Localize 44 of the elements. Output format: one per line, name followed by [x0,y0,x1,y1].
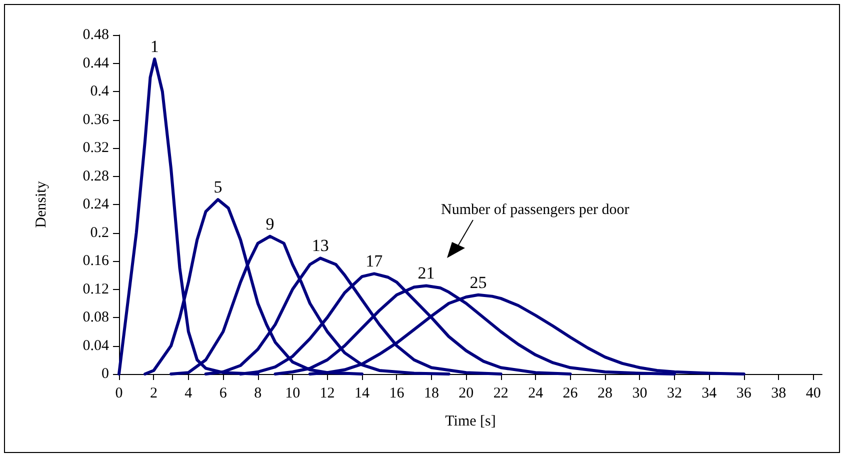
series-label: 9 [266,214,274,234]
x-tick-label: 4 [184,386,193,402]
y-tick-label: 0.32 [82,140,109,156]
x-tick-label: 30 [632,386,648,402]
y-tick-label: 0.04 [82,338,110,354]
y-tick-label: 0.08 [82,310,109,326]
x-tick-label: 2 [150,386,158,402]
y-tick-label: 0.48 [82,27,109,43]
x-tick-label: 26 [562,386,578,402]
y-tick-label: 0.44 [82,55,110,72]
series-label: 5 [214,178,222,197]
series-label: 25 [470,272,487,292]
x-tick-label: 20 [458,386,474,402]
x-axis-title: Time [s] [445,414,496,430]
annotation: Number of passengers per door [441,202,630,218]
x-tick-label: 28 [598,386,613,402]
x-tick-label: 34 [702,386,718,402]
x-tick-label: 10 [285,386,300,402]
y-tick-label: 0.16 [82,253,110,269]
series-label: 1 [150,37,159,56]
y-tick-label: 0.2 [90,224,109,241]
x-tick-label: 18 [424,386,439,402]
y-axis-title: Density [34,180,50,228]
x-tick-label: 14 [354,386,370,402]
x-tick-label: 38 [771,386,786,402]
y-tick-label: 0.24 [82,196,110,212]
y-tick-label: 0.28 [82,168,109,184]
x-tick-label: 6 [219,386,228,402]
x-tick-label: 36 [736,386,752,402]
series-label: 17 [366,252,384,271]
y-tick-label: 0.36 [82,112,110,128]
series-label: 21 [418,264,435,283]
x-tick-label: 22 [493,386,508,402]
y-tick-label: 0.12 [82,281,109,298]
y-tick-label: 0 [102,366,109,382]
x-tick-label: 8 [254,386,262,402]
y-tick-label: 0.4 [90,84,110,100]
x-tick-label: 40 [806,386,821,402]
x-tick-label: 16 [389,386,405,402]
x-tick-label: 12 [320,386,335,402]
x-tick-label: 0 [115,386,123,402]
x-tick-label: 32 [666,386,682,402]
series-label: 13 [312,236,329,256]
x-tick-label: 24 [528,386,544,402]
